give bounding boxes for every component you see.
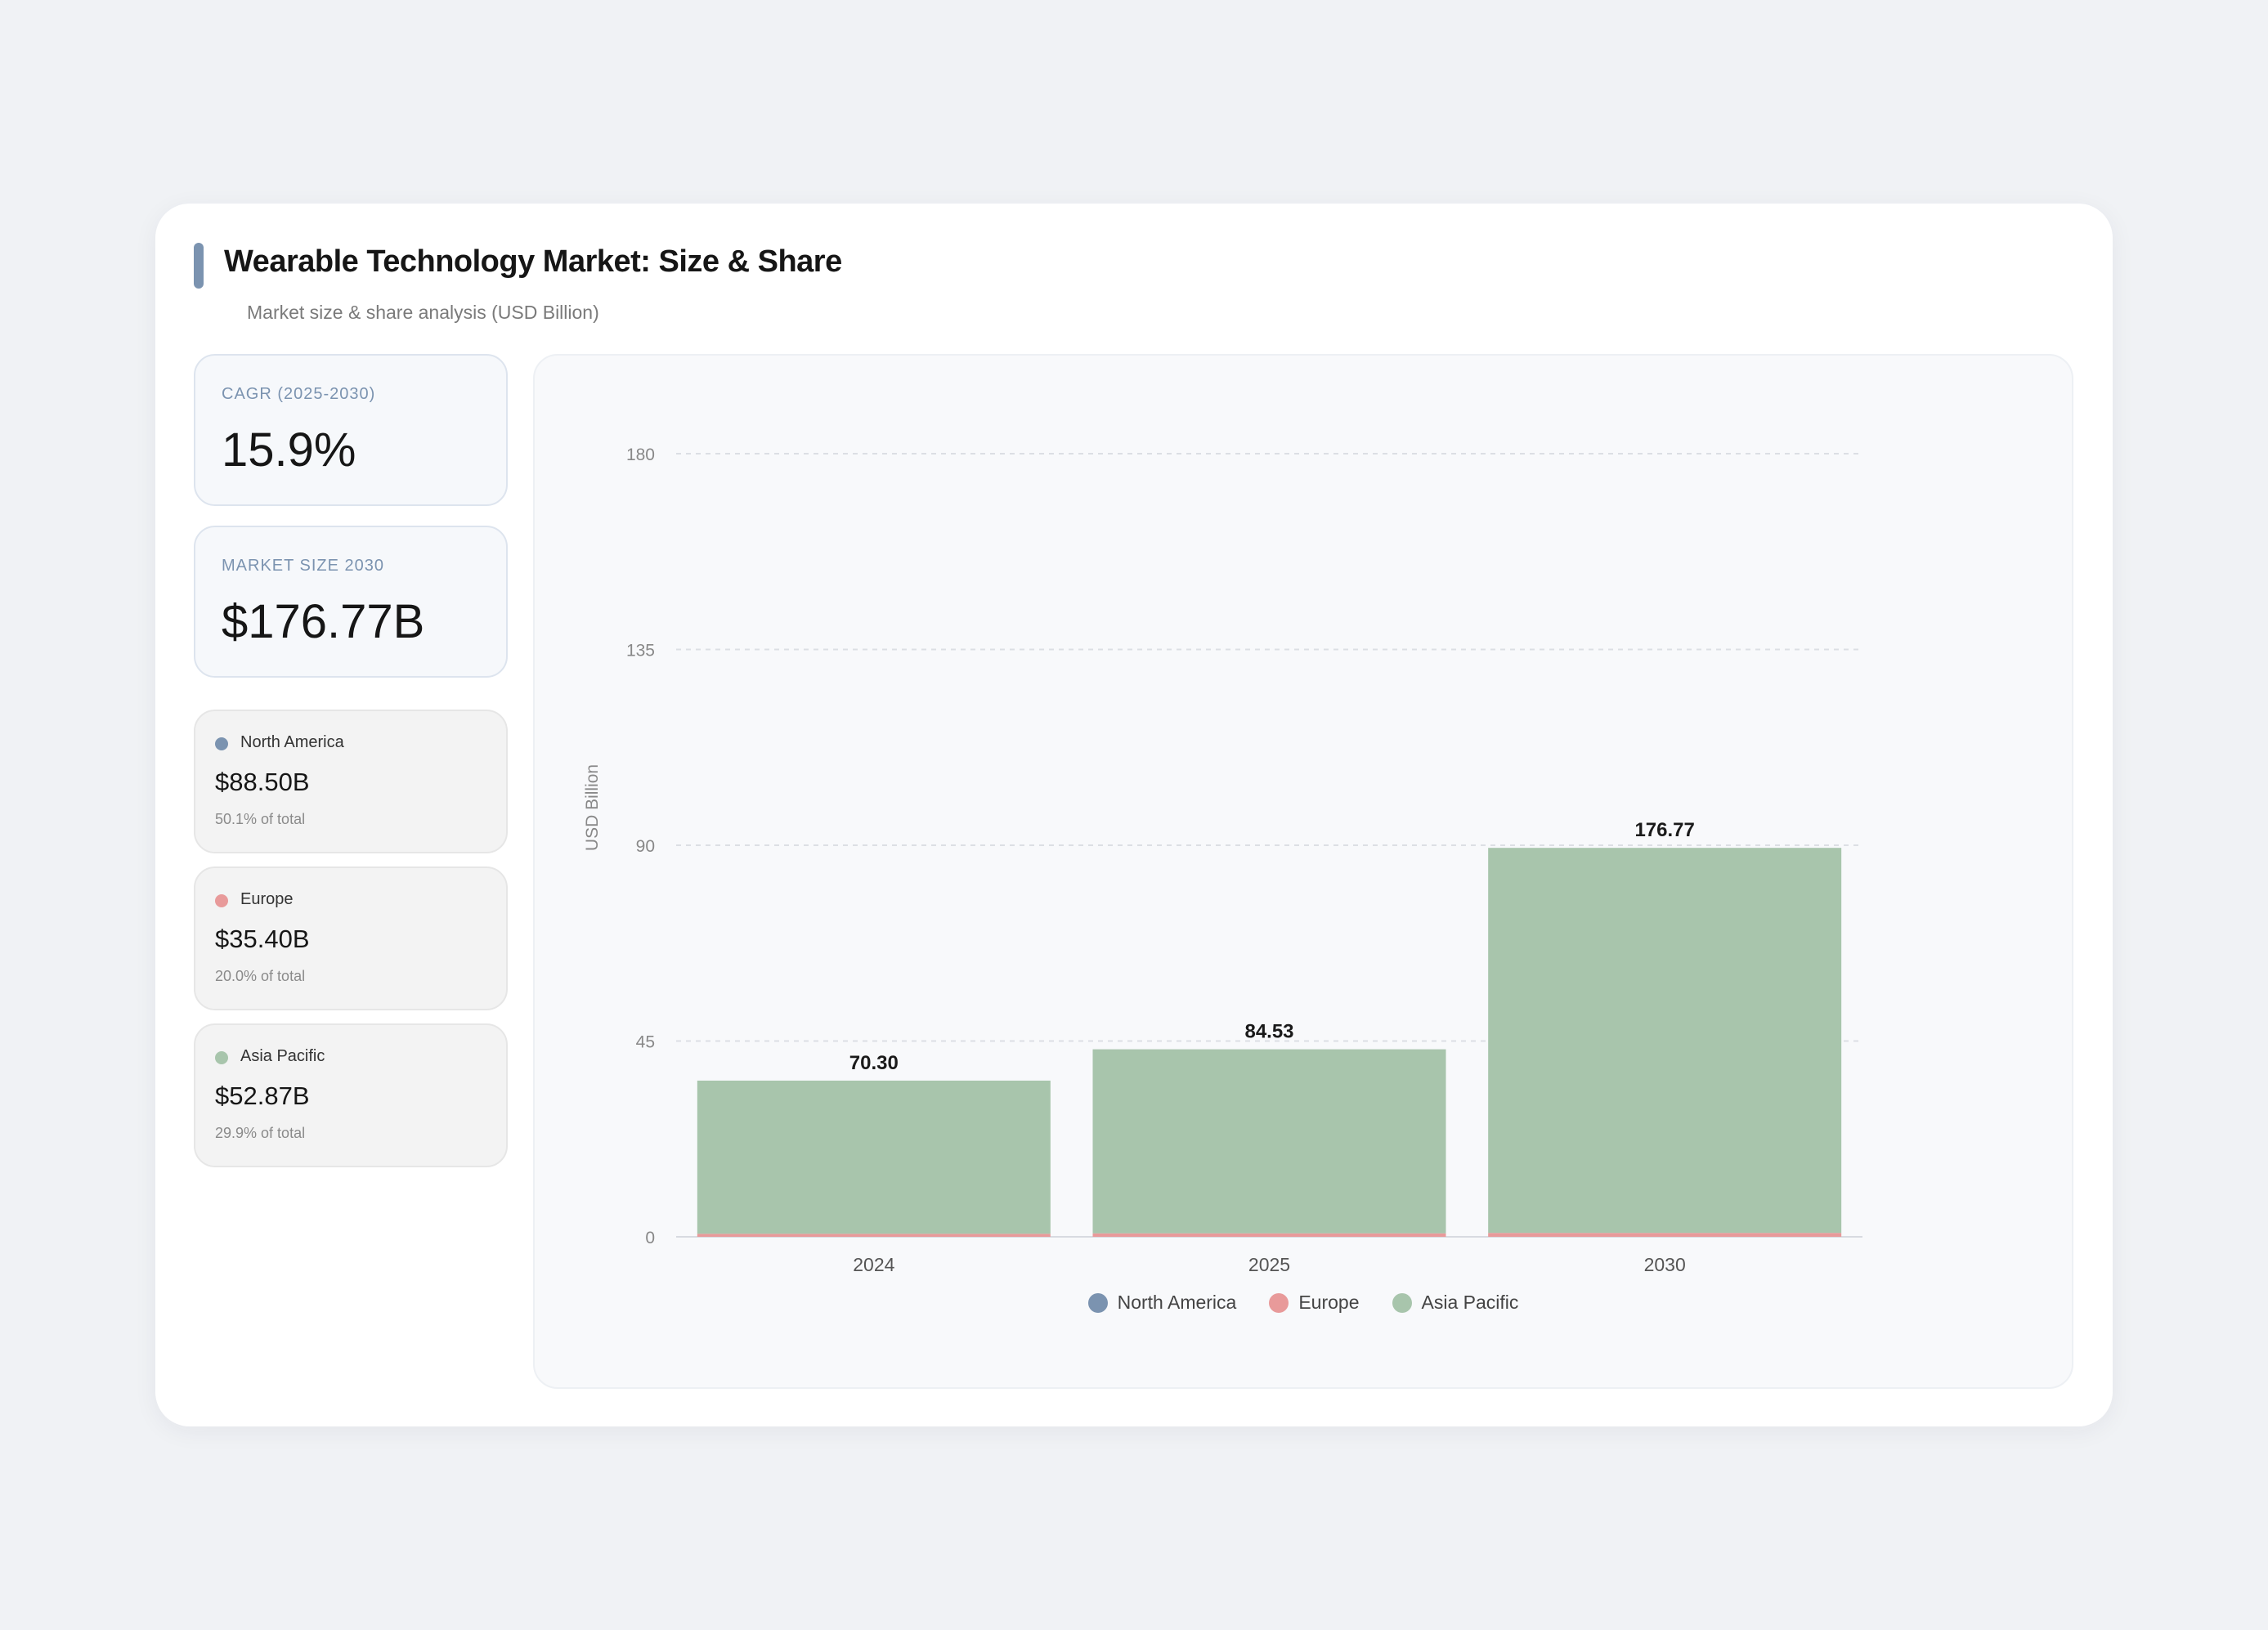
chart-panel: 0 45 90 135 180 USD Billion 70.30 2024 84.53 2025… — [533, 354, 2073, 1389]
legend-label: North America — [1117, 1292, 1237, 1313]
x-tick-label: 2025 — [1248, 1254, 1290, 1275]
region-value: $88.50B — [215, 768, 310, 796]
legend-label: Asia Pacific — [1421, 1292, 1519, 1313]
bar-segment-europe-2030 — [1488, 1233, 1842, 1237]
bar-total-label: 70.30 — [849, 1052, 899, 1074]
x-tick-label: 2030 — [1644, 1254, 1686, 1275]
region-share: 20.0% of total — [215, 968, 306, 984]
region-card-north-america: North America $88.50B 50.1% of total — [194, 710, 508, 853]
legend-swatch — [1087, 1292, 1108, 1313]
legend-item-asia-pacific[interactable]: Asia Pacific — [1392, 1292, 1519, 1314]
y-axis-label: USD Billion — [583, 764, 602, 851]
region-name: Europe — [240, 890, 294, 908]
region-share: 50.1% of total — [215, 811, 306, 827]
region-card-asia-pacific: Asia Pacific $52.87B 29.9% of total — [194, 1023, 508, 1167]
bar-segment-asia-pacific-2024 — [697, 1080, 1051, 1234]
y-tick-label: 90 — [636, 837, 655, 856]
region-value: $52.87B — [215, 1081, 310, 1110]
region-value: $35.40B — [215, 925, 310, 953]
legend-item-europe[interactable]: Europe — [1269, 1292, 1360, 1314]
y-tick-label: 0 — [645, 1229, 655, 1247]
chart-legend: North America Europe Asia Pacific — [535, 1292, 2072, 1314]
x-tick-label: 2024 — [853, 1254, 894, 1275]
y-tick-label: 180 — [626, 446, 655, 464]
legend-item-north-america[interactable]: North America — [1087, 1292, 1237, 1314]
kpi-value: 15.9% — [222, 423, 356, 477]
bar-total-label: 84.53 — [1244, 1021, 1293, 1043]
legend-swatch — [1392, 1292, 1412, 1313]
bar-chart: 0 45 90 135 180 USD Billion 70.30 2024 84.53 2025… — [583, 446, 1862, 1275]
kpi-label: MARKET SIZE 2030 — [222, 557, 385, 575]
region-color-dot — [215, 737, 228, 750]
bar-segment-asia-pacific-2030 — [1488, 848, 1842, 1234]
kpi-value: $176.77B — [222, 595, 425, 648]
region-name: North America — [240, 733, 344, 751]
bar-segment-asia-pacific-2025 — [1092, 1049, 1446, 1234]
y-tick-label: 135 — [626, 642, 655, 661]
region-share: 29.9% of total — [215, 1125, 306, 1141]
y-tick-label: 45 — [636, 1033, 655, 1052]
bar-segment-europe-2025 — [1092, 1233, 1446, 1237]
main-card: Wearable Technology Market: Size & Share… — [155, 204, 2113, 1426]
legend-swatch — [1269, 1292, 1289, 1313]
title-accent-bar — [194, 243, 204, 289]
bar-segment-europe-2024 — [697, 1234, 1051, 1237]
region-color-dot — [215, 1051, 228, 1064]
region-card-europe: Europe $35.40B 20.0% of total — [194, 866, 508, 1010]
legend-label: Europe — [1298, 1292, 1360, 1313]
kpi-card-market-size: MARKET SIZE 2030 $176.77B — [194, 526, 508, 678]
page-title: Wearable Technology Market: Size & Share — [224, 244, 842, 279]
region-name: Asia Pacific — [240, 1047, 325, 1065]
kpi-label: CAGR (2025-2030) — [222, 385, 376, 403]
kpi-card-cagr: CAGR (2025-2030) 15.9% — [194, 354, 508, 506]
bar-total-label: 176.77 — [1634, 819, 1694, 841]
region-color-dot — [215, 894, 228, 907]
page-subtitle: Market size & share analysis (USD Billio… — [247, 302, 599, 323]
